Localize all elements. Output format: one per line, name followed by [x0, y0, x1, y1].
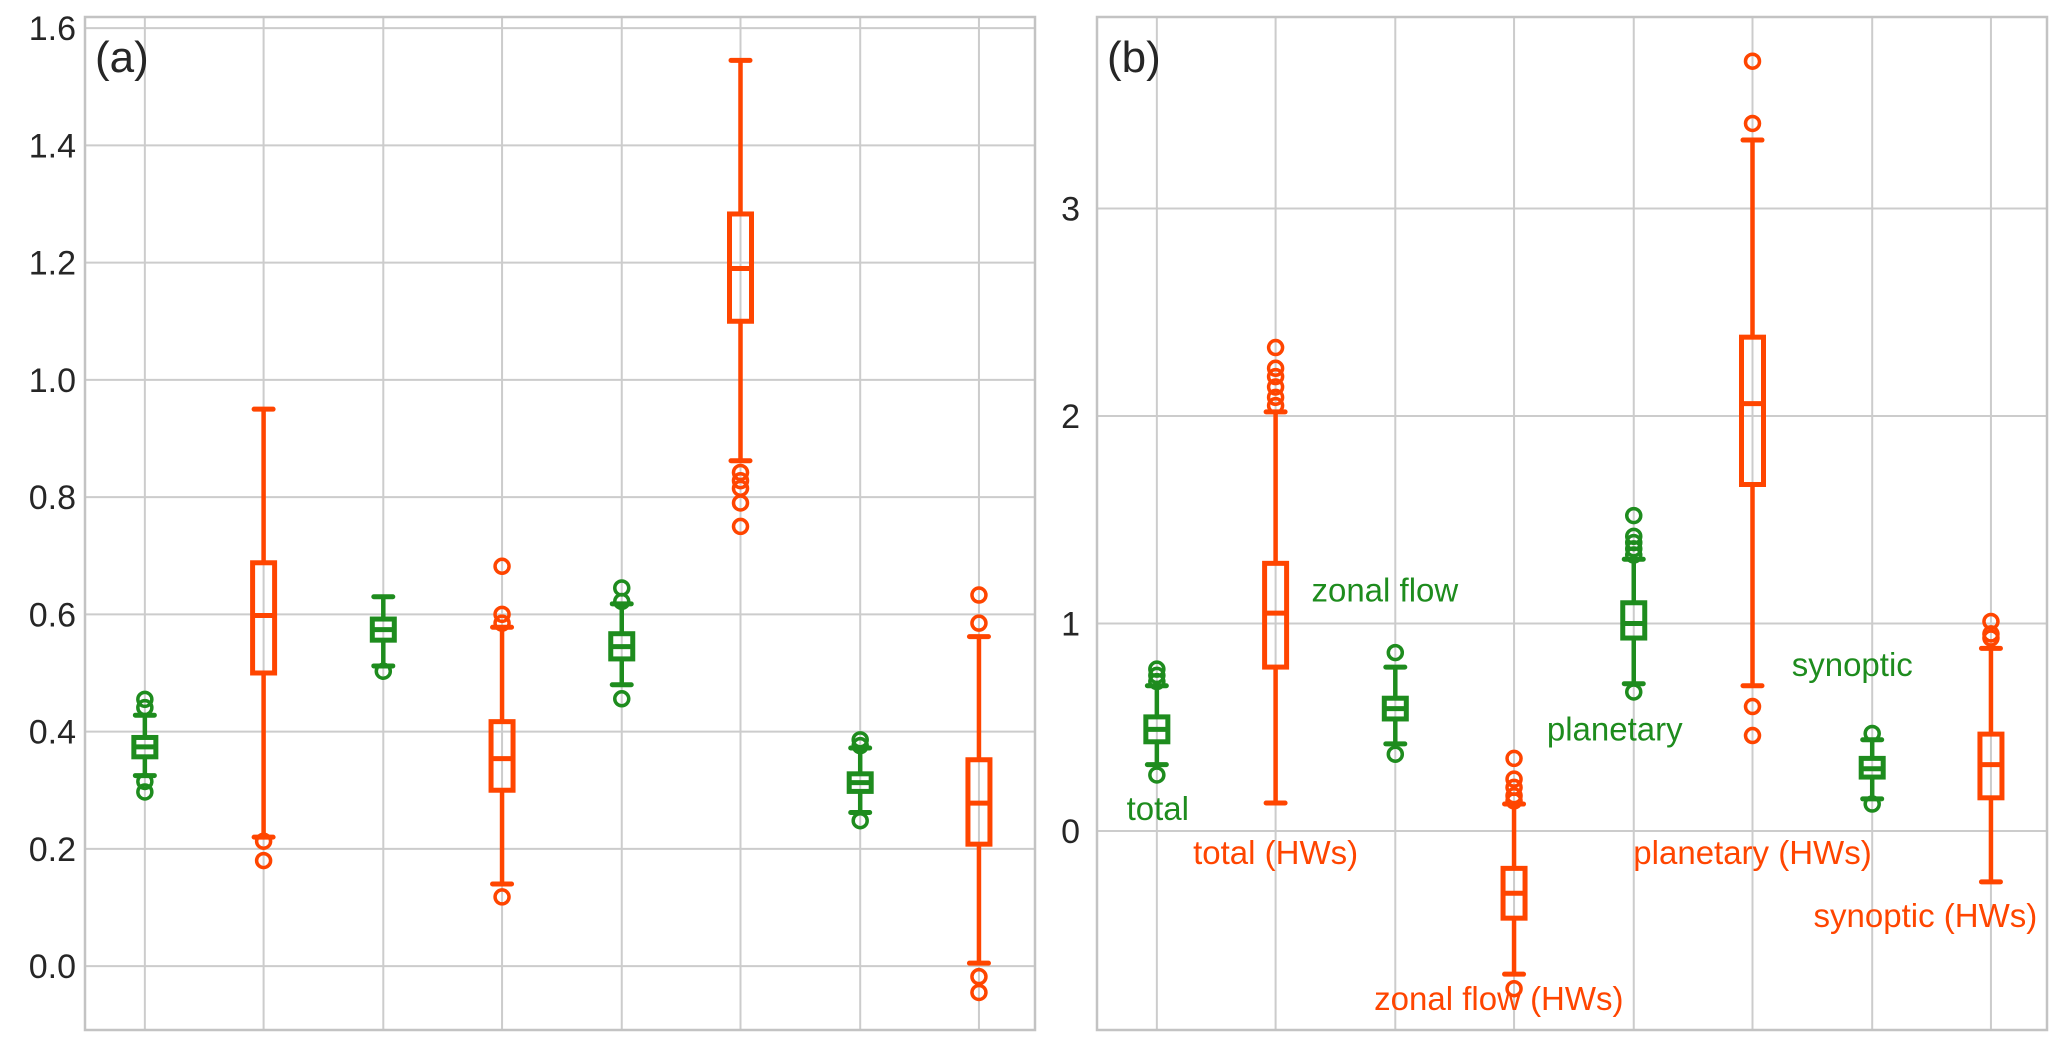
boxplot-planetary — [1620, 506, 1648, 701]
outlier-point — [493, 888, 511, 906]
outlier-point — [1148, 672, 1166, 691]
outlier-point — [731, 494, 750, 512]
outlier-point — [970, 983, 988, 1002]
y-tick-label: 0.8 — [29, 479, 76, 517]
outlier-point — [1505, 979, 1523, 998]
panel-tag: (a) — [95, 33, 149, 82]
category-label: planetary (HWs) — [1633, 834, 1871, 871]
panel-border — [1095, 15, 2049, 1032]
outlier-point — [1982, 629, 2000, 647]
outlier-point — [136, 698, 154, 717]
boxplot-planetary — [608, 579, 636, 708]
boxplot-synoptic — [1858, 724, 1886, 813]
outlier-point — [1625, 540, 1643, 558]
category-label: synoptic (HWs) — [1814, 897, 2038, 934]
boxplot-zonal-flow — [1381, 643, 1409, 763]
outlier-point — [1148, 766, 1166, 784]
outlier-point — [1625, 683, 1643, 701]
outlier-point — [136, 783, 154, 801]
y-tick-label: 0.6 — [29, 596, 76, 634]
y-tick-label: 0.2 — [29, 831, 76, 869]
boxplot-zonal-flow-hws — [1500, 749, 1528, 998]
outlier-point — [1386, 643, 1405, 662]
boxplot-total — [1143, 660, 1171, 784]
outlier-point — [1625, 506, 1643, 525]
y-tick-label: 3 — [1061, 191, 1080, 229]
y-tick-label: 1.0 — [29, 362, 76, 400]
outlier-point — [374, 662, 393, 680]
outlier-point — [1266, 359, 1285, 378]
outlier-point — [1863, 724, 1881, 743]
outlier-point — [136, 772, 154, 791]
panel-tag: (b) — [1107, 33, 1161, 82]
outlier-point — [254, 832, 273, 850]
outlier-point — [851, 811, 869, 830]
outlier-point — [254, 851, 273, 870]
boxplot-total-hws — [250, 406, 278, 870]
category-label: zonal flow (HWs) — [1374, 980, 1623, 1017]
category-label: synoptic — [1792, 646, 1913, 683]
y-tick-label: 0.4 — [29, 714, 76, 752]
iqr-box — [488, 719, 516, 793]
outlier-point — [851, 736, 869, 755]
boxplot-zonal-flow-hws — [488, 557, 516, 906]
outlier-point — [1625, 546, 1643, 564]
outlier-point — [1743, 52, 1762, 70]
iqr-box — [1739, 334, 1766, 487]
y-tick-label: 0.0 — [29, 948, 76, 986]
outlier-point — [731, 463, 750, 482]
y-tick-label: 2 — [1061, 398, 1080, 436]
outlier-point — [851, 731, 869, 749]
outlier-point — [1505, 770, 1523, 788]
outlier-point — [1505, 792, 1523, 810]
panel-border — [83, 15, 1037, 1032]
panel-a: 0.0 0.2 0.4 0.6 0.8 1.0 1.2 1.4 1.6 (a) — [29, 10, 1037, 1032]
category-label: planetary — [1547, 710, 1683, 747]
y-tick-label: 1.6 — [29, 10, 76, 48]
boxplot-synoptic — [846, 731, 874, 830]
outlier-point — [1266, 396, 1285, 415]
outlier-point — [1266, 388, 1285, 407]
category-label: total (HWs) — [1193, 834, 1358, 871]
outlier-point — [493, 605, 511, 624]
iqr-box — [1620, 600, 1648, 641]
y-tick-label: 1.2 — [29, 245, 76, 283]
outlier-point — [731, 517, 750, 536]
outlier-point — [1266, 367, 1285, 386]
outlier-point — [1386, 745, 1405, 763]
outlier-point — [1266, 378, 1285, 396]
outlier-point — [493, 557, 511, 576]
outlier-point — [970, 967, 988, 986]
boxplot-planetary-hws — [727, 57, 754, 536]
outlier-point — [1148, 666, 1166, 685]
category-label: zonal flow — [1311, 571, 1458, 608]
y-tick-label: 0 — [1061, 813, 1080, 851]
outlier-point — [1743, 697, 1762, 716]
category-label: total — [1127, 790, 1189, 827]
outlier-point — [136, 690, 154, 709]
outlier-point — [1863, 795, 1881, 813]
y-tick-label: 1.4 — [29, 127, 76, 165]
outlier-point — [970, 586, 988, 604]
boxplot-zonal-flow — [369, 594, 397, 680]
boxplot-planetary-hws — [1739, 52, 1766, 745]
outlier-point — [1505, 749, 1523, 768]
outlier-point — [493, 614, 511, 632]
outlier-point — [1266, 338, 1285, 357]
boxplot-total — [131, 690, 159, 801]
boxplot-total-hws — [1262, 338, 1290, 806]
outlier-point — [1743, 726, 1762, 745]
boxplot-synoptic-hws — [1977, 612, 2005, 885]
outlier-point — [731, 471, 750, 490]
outlier-point — [1743, 114, 1762, 133]
outlier-point — [613, 592, 631, 611]
outlier-point — [613, 690, 631, 708]
outlier-point — [970, 614, 988, 632]
y-tick-label: 1 — [1061, 606, 1080, 644]
boxplot-synoptic-hws — [965, 586, 993, 1002]
